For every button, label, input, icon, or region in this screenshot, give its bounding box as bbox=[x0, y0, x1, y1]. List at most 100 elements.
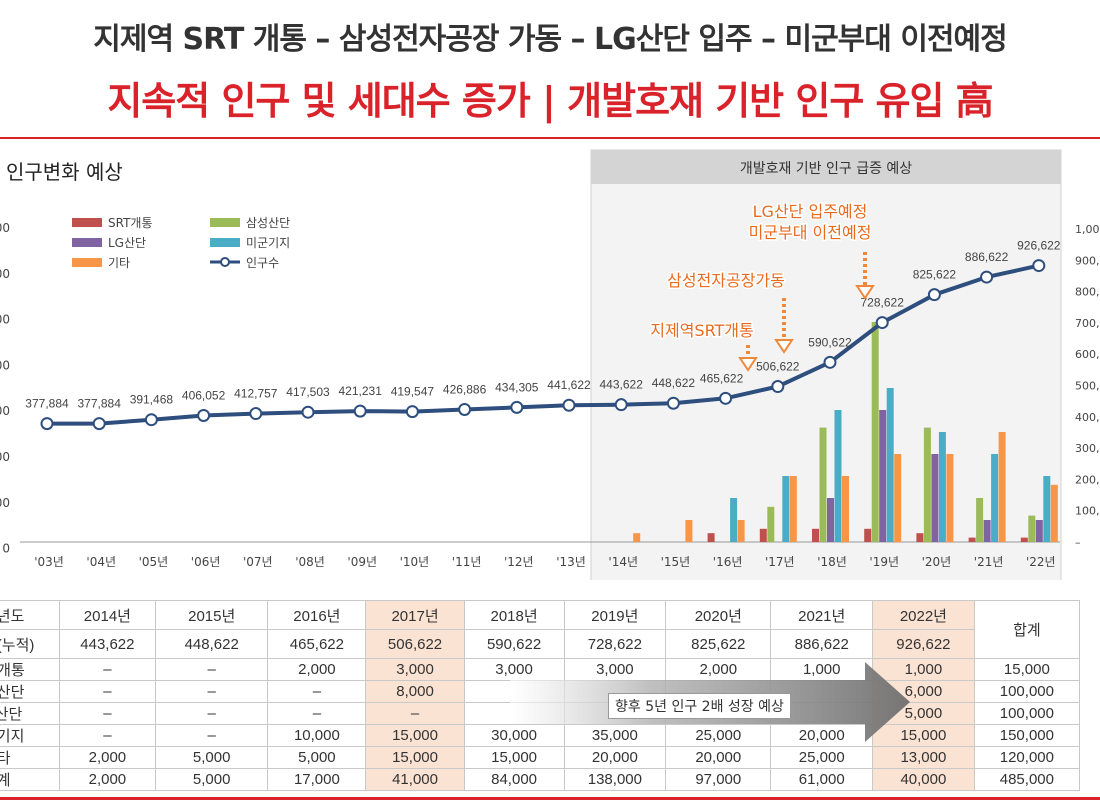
row-label: X 개통 bbox=[0, 658, 60, 681]
bar-5 bbox=[685, 520, 693, 542]
row-label: G산단 bbox=[0, 702, 60, 725]
legend-label: LG산단 bbox=[108, 236, 146, 250]
table-cell: 465,622 bbox=[267, 629, 367, 659]
table-header-row: 당년도 2014년 2015년 2016년 2017년 2018년 2019년 … bbox=[0, 600, 1081, 659]
table-cell: 728,622 bbox=[563, 629, 667, 659]
table-cell: 35,000 bbox=[563, 724, 667, 747]
x-tick-label: '22년 bbox=[1026, 555, 1056, 569]
table-cell: 5,000 bbox=[267, 746, 367, 769]
y-left-tick: 00 bbox=[0, 313, 10, 327]
growth-callout: 향후 5년 인구 2배 성장 예상 bbox=[608, 693, 791, 719]
table-cell: 15,000 bbox=[872, 724, 975, 747]
table-cell-total: 485,000 bbox=[973, 768, 1081, 791]
legend-swatch bbox=[72, 238, 102, 247]
bar-3 bbox=[1035, 520, 1043, 542]
legend-label: 삼성산단 bbox=[246, 216, 290, 230]
headline-main: 지속적 인구 및 세대수 증가 | 개발호재 기반 인구 유입 高 bbox=[107, 79, 993, 123]
bar-5 bbox=[998, 432, 1006, 542]
bar-4 bbox=[886, 388, 894, 542]
legend-label: 미군기지 bbox=[246, 236, 290, 250]
population-point bbox=[92, 417, 106, 431]
population-line bbox=[47, 263, 1040, 426]
table-cell: – bbox=[155, 680, 269, 703]
label-layer: '03년 '04년 '05년 '06년 '07년 '08년 '09년 '10년 '11년 '12년… bbox=[25, 239, 1061, 569]
row-label: 기타 bbox=[0, 746, 60, 769]
y-right-tick: 500,0 bbox=[1075, 380, 1100, 393]
population-label: 417,503 bbox=[286, 385, 330, 399]
population-point bbox=[40, 417, 54, 431]
table-cell: 590,622 bbox=[463, 629, 565, 659]
table-cell: 506,622 bbox=[365, 629, 465, 659]
population-label: 825,622 bbox=[913, 268, 957, 282]
bar-5 bbox=[946, 454, 954, 542]
table-cell: 8,000 bbox=[365, 680, 465, 703]
population-label: 443,622 bbox=[600, 378, 644, 392]
y-right-tick: 700,0 bbox=[1075, 317, 1100, 330]
y-left-tick: 00 bbox=[0, 267, 10, 281]
table-cell: 2,000 bbox=[267, 658, 367, 681]
table-cell: 61,000 bbox=[770, 768, 874, 791]
table-cell: 30,000 bbox=[463, 724, 565, 747]
population-label: 377,884 bbox=[78, 397, 122, 411]
table-cell: – bbox=[155, 724, 269, 747]
x-tick-label: '12년 bbox=[504, 555, 534, 569]
population-point bbox=[249, 407, 263, 421]
table-cell: – bbox=[267, 680, 367, 703]
bar-4 bbox=[834, 410, 842, 542]
population-point bbox=[510, 400, 524, 414]
x-tick-label: '13년 bbox=[556, 555, 586, 569]
bar-5 bbox=[842, 476, 849, 542]
y-right-tick: 300,0 bbox=[1075, 442, 1100, 455]
bar-5 bbox=[894, 454, 902, 542]
annotation-arrow-srt-head bbox=[738, 357, 758, 372]
table-cell: 20,000 bbox=[665, 746, 772, 769]
bar-3 bbox=[931, 454, 939, 542]
table-row: 합계 2,000 5,000 17,000 41,000 84,000 138,… bbox=[0, 768, 1081, 791]
table-cell: 97,000 bbox=[665, 768, 772, 791]
table-cell: – bbox=[58, 680, 157, 703]
table-cell: 1,000 bbox=[872, 658, 975, 681]
table-cell: 5,000 bbox=[155, 768, 269, 791]
bar-2 bbox=[819, 427, 827, 542]
table-row: X 개통 – – 2,000 3,000 3,000 3,000 2,000 1… bbox=[0, 658, 1081, 681]
population-label: 728,622 bbox=[861, 296, 905, 310]
bar-5 bbox=[633, 533, 641, 542]
table-cell: 443,622 bbox=[58, 629, 157, 659]
legend-label: 인구수 bbox=[246, 256, 279, 270]
table-cell: – bbox=[267, 702, 367, 725]
population-label: 441,622 bbox=[547, 378, 591, 392]
y-right-tick: 800,0 bbox=[1075, 286, 1100, 299]
bar-1 bbox=[968, 537, 976, 542]
population-point bbox=[1032, 259, 1046, 273]
table-row: 수(누적) 443,622 448,622 465,622 506,622 59… bbox=[0, 629, 1080, 659]
line-layer bbox=[40, 259, 1046, 431]
table-cell: 84,000 bbox=[463, 768, 565, 791]
chart-title: 인구변화 예상 bbox=[6, 160, 123, 184]
bar-2 bbox=[871, 322, 879, 542]
highlight-panel-title: 개발호재 기반 인구 급증 예상 bbox=[740, 161, 912, 177]
population-label: 421,231 bbox=[339, 384, 383, 398]
population-label: 419,547 bbox=[391, 385, 435, 399]
bar-4 bbox=[730, 498, 738, 542]
table-cell: 3,000 bbox=[365, 658, 465, 681]
annotation-label: 미군부대 이전예정 bbox=[749, 223, 872, 242]
table-cell-total: 15,000 bbox=[973, 658, 1081, 681]
table-cell: 5,000 bbox=[155, 746, 269, 769]
bar-5 bbox=[1050, 484, 1058, 542]
annotation-label: 삼성전자공장가동 bbox=[667, 271, 785, 290]
table-cell: 138,000 bbox=[563, 768, 667, 791]
legend-label: SRT개통 bbox=[108, 216, 153, 230]
x-tick-label: '18년 bbox=[817, 555, 847, 569]
header-cell: 2019년 bbox=[563, 600, 667, 630]
legend-swatch bbox=[72, 218, 102, 227]
table-cell: 10,000 bbox=[267, 724, 367, 747]
bar-4 bbox=[991, 454, 999, 542]
population-label: 886,622 bbox=[965, 250, 1009, 264]
bar-2 bbox=[976, 498, 984, 542]
population-point bbox=[562, 398, 576, 412]
table-cell: 926,622 bbox=[872, 629, 975, 659]
population-point bbox=[353, 404, 367, 418]
header-cell: 2021년 bbox=[770, 600, 874, 630]
x-tick-label: '09년 bbox=[347, 555, 377, 569]
